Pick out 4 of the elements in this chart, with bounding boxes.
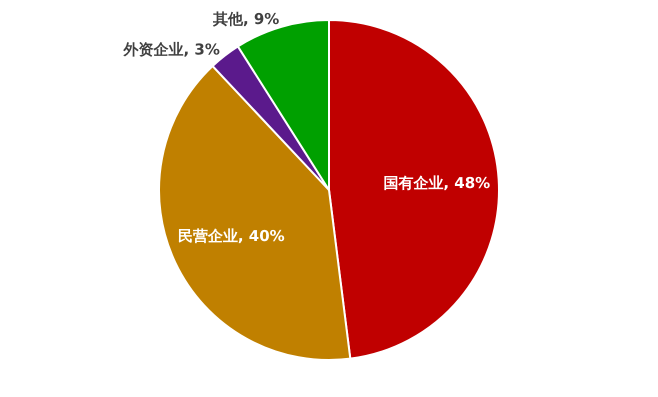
slice-label: 国有企业, 48% [383,174,490,192]
slice-label: 其他, 9% [212,10,280,28]
slice-label: 外资企业, 3% [122,40,220,58]
slice-label: 民营企业, 40% [178,226,285,245]
